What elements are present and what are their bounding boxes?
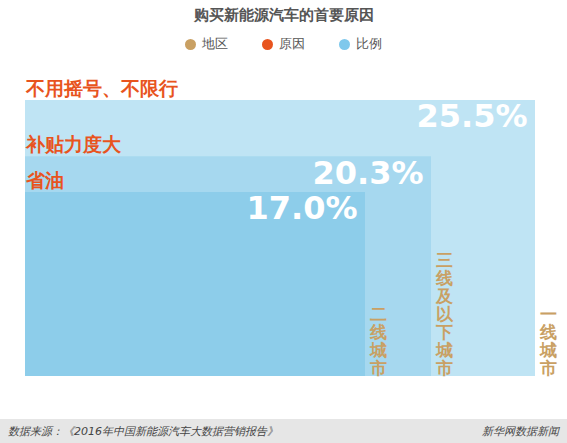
html-text:比例: 比例 (356, 36, 382, 51)
svg-text:补贴力度大: 补贴力度大 (25, 133, 122, 155)
svg-text:不用摇号、不限行: 不用摇号、不限行 (25, 77, 178, 99)
svg-text:20.3%: 20.3% (312, 154, 423, 192)
svg-text:三线及以下城市: 三线及以下城市 (435, 250, 454, 377)
svg-text:17.0%: 17.0% (246, 189, 357, 227)
html-text:数据来源：《2016年中国新能源汽车大数据营销报告》: 数据来源：《2016年中国新能源汽车大数据营销报告》 (8, 424, 278, 438)
html-text:新华网数据新闻: 新华网数据新闻 (482, 424, 559, 438)
html-text:地区: 地区 (202, 36, 228, 51)
svg-text:25.5%: 25.5% (416, 97, 527, 135)
svg-text:省油: 省油 (25, 169, 64, 191)
html-text:购买新能源汽车的首要原因: 购买新能源汽车的首要原因 (193, 6, 374, 24)
html-text:原因: 原因 (279, 36, 305, 51)
svg-text:二线城市: 二线城市 (369, 304, 387, 378)
svg-text:一线城市: 一线城市 (539, 304, 557, 378)
